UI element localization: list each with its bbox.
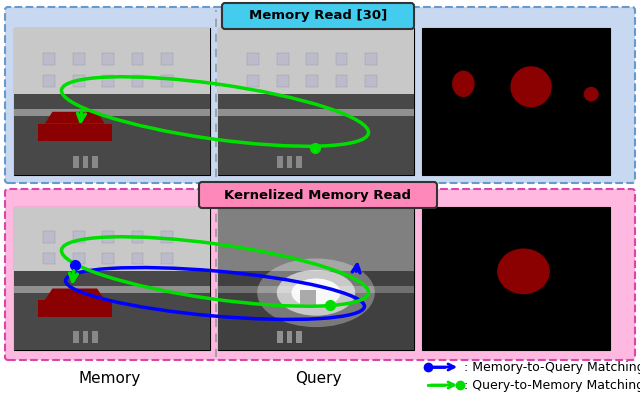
Text: Memory Read [30]: Memory Read [30] [249, 10, 387, 23]
Bar [161, 53, 173, 65]
Bar [132, 53, 143, 65]
Ellipse shape [510, 66, 552, 107]
Bar [422, 207, 610, 350]
Bar [335, 75, 348, 87]
Bar [218, 28, 414, 175]
Text: Memory: Memory [79, 370, 141, 385]
Bar [335, 53, 348, 65]
Ellipse shape [291, 278, 340, 307]
Bar [287, 331, 292, 343]
Bar [300, 290, 316, 307]
Bar [102, 253, 114, 264]
Bar [132, 253, 143, 264]
Polygon shape [45, 112, 104, 124]
Bar [102, 75, 114, 87]
Ellipse shape [257, 259, 375, 327]
Bar [306, 75, 318, 87]
Bar [73, 331, 79, 343]
Bar [161, 253, 173, 264]
Bar [73, 53, 84, 65]
Ellipse shape [497, 248, 550, 294]
Bar [248, 53, 259, 65]
Bar [287, 156, 292, 168]
Bar [14, 207, 210, 286]
Bar [44, 231, 55, 243]
Bar [277, 156, 283, 168]
Bar [44, 75, 55, 87]
Bar [218, 28, 414, 109]
Bar [132, 75, 143, 87]
Bar [218, 109, 414, 116]
FancyBboxPatch shape [199, 182, 437, 208]
FancyBboxPatch shape [5, 7, 635, 183]
Bar [218, 286, 414, 293]
Bar [218, 207, 414, 286]
Bar [92, 156, 99, 168]
Text: : Memory-to-Query Matching: : Memory-to-Query Matching [464, 360, 640, 374]
Bar [14, 207, 210, 350]
Bar [83, 331, 88, 343]
Bar [102, 231, 114, 243]
Bar [38, 300, 112, 317]
FancyBboxPatch shape [5, 189, 635, 360]
Bar [277, 53, 289, 65]
Bar [161, 75, 173, 87]
Bar [14, 286, 210, 293]
Bar [132, 231, 143, 243]
Bar [14, 271, 210, 350]
Bar [296, 331, 302, 343]
Bar [14, 94, 210, 175]
Bar [44, 53, 55, 65]
Bar [73, 156, 79, 168]
Bar [248, 75, 259, 87]
Bar [38, 124, 112, 141]
Ellipse shape [584, 87, 599, 101]
Ellipse shape [452, 71, 475, 97]
Bar [92, 331, 99, 343]
Bar [365, 53, 377, 65]
Bar [73, 231, 84, 243]
Bar [218, 207, 414, 350]
Bar [365, 75, 377, 87]
Bar [422, 28, 610, 175]
Text: Query: Query [295, 370, 341, 385]
Ellipse shape [277, 270, 355, 316]
Bar [14, 28, 210, 175]
Bar [83, 156, 88, 168]
Text: : Query-to-Memory Matching: : Query-to-Memory Matching [464, 379, 640, 391]
Bar [73, 253, 84, 264]
Text: Kernelized Memory Read: Kernelized Memory Read [225, 189, 412, 202]
Bar [306, 53, 318, 65]
Bar [14, 28, 210, 109]
FancyBboxPatch shape [222, 3, 414, 29]
Polygon shape [45, 288, 104, 300]
Bar [296, 156, 302, 168]
Bar [102, 53, 114, 65]
Bar [14, 109, 210, 116]
Bar [277, 75, 289, 87]
Bar [161, 231, 173, 243]
Bar [73, 75, 84, 87]
Bar [277, 331, 283, 343]
Bar [218, 94, 414, 175]
Bar [218, 271, 414, 350]
Bar [44, 253, 55, 264]
